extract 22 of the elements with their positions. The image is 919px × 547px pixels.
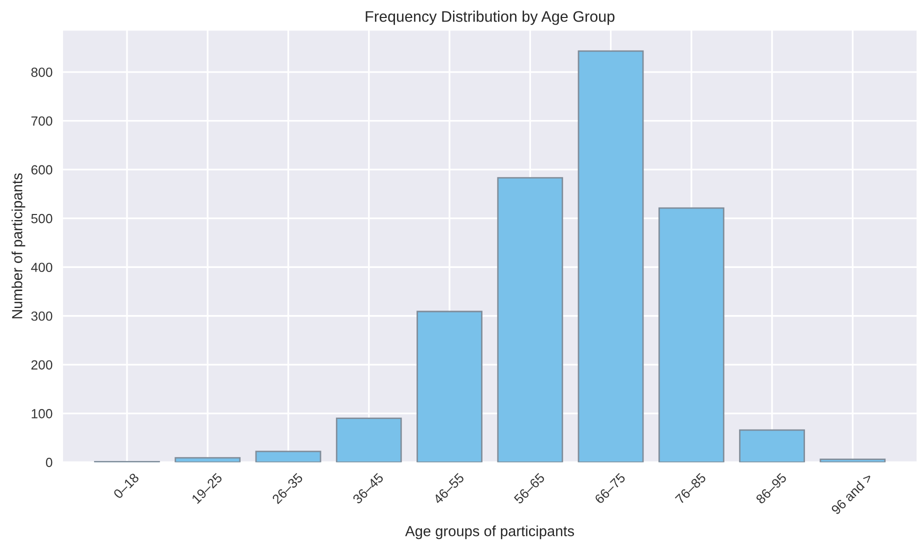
bar [416,310,482,462]
y-tick-label: 500 [31,214,52,224]
bar [336,418,402,462]
x-axis-title: Age groups of participants [405,526,574,540]
bar [255,450,322,462]
bar [497,177,564,462]
chart-title: Frequency Distribution by Age Group [366,10,614,25]
y-tick-label: 400 [31,262,52,272]
bar [820,458,886,462]
bar [174,457,241,462]
y-tick-label: 300 [31,311,52,321]
y-tick-label: 800 [31,68,52,77]
x-tick-label: 96 and > [830,472,873,515]
y-tick-label: 0 [46,458,52,468]
y-tick-label: 700 [31,116,52,126]
bar [578,50,644,462]
y-axis-title: Number of participants [12,173,26,318]
bar [739,429,805,462]
y-tick-label: 100 [32,409,52,418]
y-tick-label: 600 [31,165,52,174]
y-tick-label: 200 [31,360,52,370]
bar [658,207,724,462]
